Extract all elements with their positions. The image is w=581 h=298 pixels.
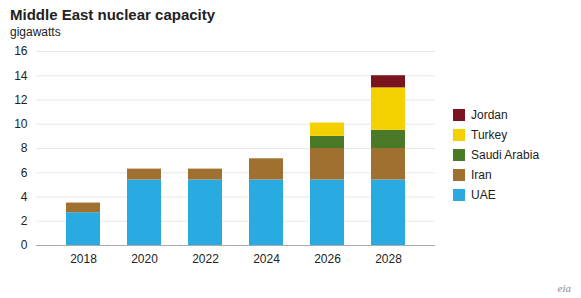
html-text:Turkey: Turkey <box>471 128 508 142</box>
svg-text:2022: 2022 <box>192 252 219 266</box>
html-text:Middle East nuclear capacity: Middle East nuclear capacity <box>10 6 216 23</box>
svg-text:2018: 2018 <box>70 252 97 266</box>
svg-text:2026: 2026 <box>314 252 341 266</box>
html-text:Iran: Iran <box>471 168 492 182</box>
svg-text:2: 2 <box>21 214 28 228</box>
svg-text:10: 10 <box>14 117 28 131</box>
html-text:eia: eia <box>557 282 571 294</box>
html-text:gigawatts: gigawatts <box>10 25 61 39</box>
svg-text:0: 0 <box>21 238 28 252</box>
svg-text:4: 4 <box>21 190 28 204</box>
html-text:Saudi Arabia: Saudi Arabia <box>471 148 540 162</box>
svg-text:2028: 2028 <box>375 252 402 266</box>
svg-text:2024: 2024 <box>253 252 280 266</box>
svg-text:8: 8 <box>21 141 28 155</box>
svg-text:2020: 2020 <box>131 252 158 266</box>
svg-text:12: 12 <box>14 93 28 107</box>
html-text:UAE: UAE <box>471 188 496 202</box>
svg-text:14: 14 <box>14 69 28 83</box>
html-text:Jordan: Jordan <box>471 108 508 122</box>
svg-text:6: 6 <box>21 166 28 180</box>
svg-text:16: 16 <box>14 44 28 58</box>
